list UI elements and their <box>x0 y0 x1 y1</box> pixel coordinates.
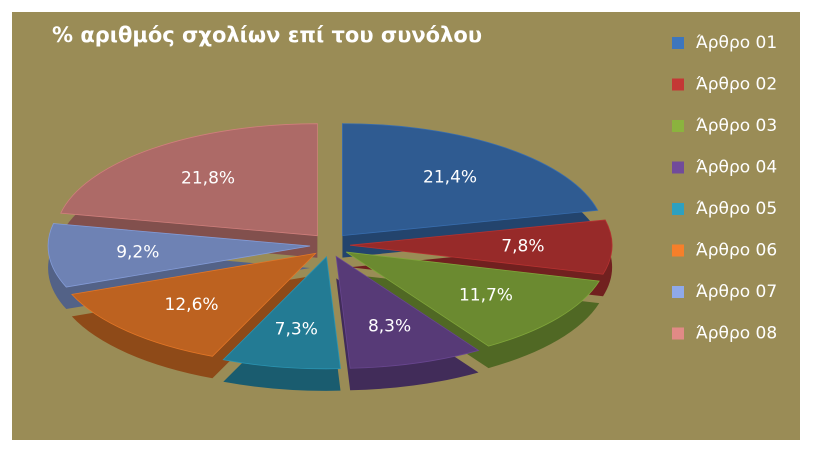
pie-tops <box>47 123 613 370</box>
data-label: 11,7% <box>459 286 513 306</box>
legend-swatch <box>672 327 684 340</box>
pie-slice <box>342 123 599 237</box>
data-label: 21,4% <box>423 168 477 188</box>
pie-slice <box>345 251 600 347</box>
pie-slice <box>349 219 613 275</box>
legend-swatch <box>672 78 684 91</box>
data-label: 8,3% <box>368 317 411 337</box>
data-label: 7,3% <box>275 320 318 340</box>
legend-label: Άρθρο 01 <box>696 33 777 53</box>
data-label: 9,2% <box>116 242 159 262</box>
legend-label: Άρθρο 04 <box>696 158 777 178</box>
legend-swatch <box>672 37 684 49</box>
legend-swatch <box>672 120 684 132</box>
legend-label: Άρθρο 05 <box>696 199 777 219</box>
legend-label: Άρθρο 06 <box>696 241 777 261</box>
legend-label: Άρθρο 03 <box>696 116 777 136</box>
data-label: 7,8% <box>501 236 544 256</box>
legend-swatch <box>672 161 684 174</box>
pie-slice <box>47 223 311 288</box>
legend-swatch <box>672 244 684 257</box>
legend-swatch <box>672 203 684 215</box>
pie-slice <box>335 255 480 369</box>
data-label: 21,8% <box>181 168 235 188</box>
pie-slice <box>71 252 317 357</box>
pie-slice <box>60 123 318 237</box>
legend-label: Άρθρο 08 <box>696 324 777 344</box>
legend-label: Άρθρο 02 <box>696 75 777 95</box>
data-label: 12,6% <box>165 295 219 315</box>
legend-label: Άρθρο 07 <box>696 282 777 302</box>
data-labels: 21,4% 7,8% 11,7% 8,3% 7,3% 12,6% 9,2% 21,8% <box>116 168 544 340</box>
chart-title: % αριθμός σχολίων επί του συνόλου <box>52 23 482 47</box>
legend-swatch <box>672 286 684 298</box>
pie-slice <box>222 255 341 370</box>
